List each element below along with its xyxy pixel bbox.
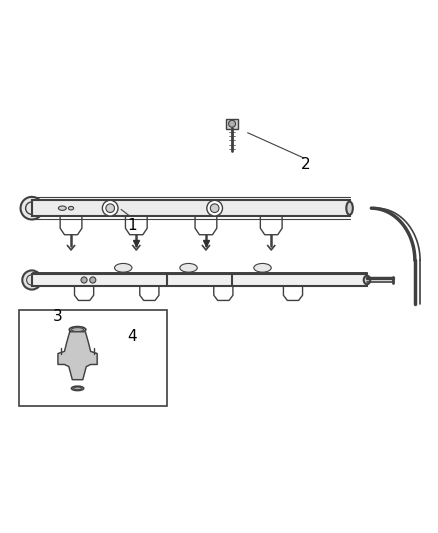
Ellipse shape <box>254 263 271 272</box>
Circle shape <box>21 197 43 220</box>
Ellipse shape <box>58 206 66 211</box>
Text: 3: 3 <box>53 309 63 324</box>
Ellipse shape <box>346 201 353 215</box>
Circle shape <box>90 277 96 283</box>
Ellipse shape <box>180 263 197 272</box>
Polygon shape <box>58 332 97 379</box>
FancyBboxPatch shape <box>226 118 238 129</box>
Circle shape <box>106 204 115 213</box>
Ellipse shape <box>74 387 81 390</box>
Circle shape <box>22 270 42 289</box>
Bar <box>58 353 64 365</box>
FancyBboxPatch shape <box>32 200 350 216</box>
Text: 1: 1 <box>127 217 137 232</box>
Ellipse shape <box>68 206 74 210</box>
Ellipse shape <box>115 263 132 272</box>
Bar <box>19 310 167 406</box>
Circle shape <box>229 120 236 127</box>
Circle shape <box>210 204 219 213</box>
Ellipse shape <box>71 386 84 391</box>
Text: 4: 4 <box>127 329 137 344</box>
Ellipse shape <box>364 276 370 284</box>
Circle shape <box>207 200 223 216</box>
Circle shape <box>81 277 87 283</box>
FancyBboxPatch shape <box>32 274 367 286</box>
Bar <box>91 353 97 365</box>
Ellipse shape <box>71 328 84 332</box>
Ellipse shape <box>69 327 86 333</box>
Circle shape <box>102 200 118 216</box>
Text: 2: 2 <box>301 157 311 172</box>
